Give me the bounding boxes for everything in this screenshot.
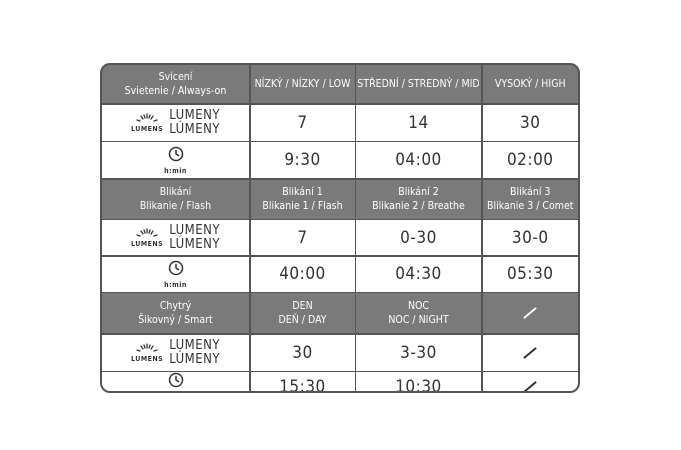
text-line: LUMENY [169,337,221,353]
mode-header [482,293,578,333]
runtime-value: 05:30 [482,256,578,292]
text-line: Svícení [158,71,193,83]
text-line: Blikání 1 [282,186,323,198]
text-line: Blikání 3 [510,186,551,198]
lumens-icon-label: LUMENS [130,354,164,363]
lumens-words: LUMENY LÚMENY [169,222,221,252]
text-line: DEŇ / DAY [278,314,327,326]
text-line: Blikanie 2 / Breathe [372,200,465,212]
text-line: Svietenie / Always-on [124,85,227,97]
lumens-value: 14 [356,104,481,141]
mode-header: Blikání 1 Blikanie 1 / Flash [250,179,355,219]
text-line: LÚMENY [169,121,221,137]
mode-header: Blikání 2 Blikanie 2 / Breathe [356,179,481,219]
lumens-label-cell: LUMENS LUMENY LÚMENY [102,104,249,141]
clock-icon [168,372,184,391]
text-line: LÚMENY [169,351,221,367]
mode-header: STŘEDNÍ / STREDNÝ / MID [356,65,481,103]
runtime-label-cell: h:min [102,256,249,292]
mode-group-header: Blikání Blikanie / Flash [102,179,249,219]
runtime-value: 15:30 [250,372,355,391]
text-line: LUMENY [169,222,221,238]
lumens-words: LUMENY LÚMENY [169,107,221,137]
lumens-value: 30 [250,334,355,371]
not-applicable-slash [523,307,538,319]
lumens-label-cell: LUMENS LUMENY LÚMENY [102,334,249,371]
mode-header: DEN DEŇ / DAY [250,293,355,333]
text-line: LUMENY [169,107,221,123]
text-line: Blikanie / Flash [139,200,212,212]
lumens-icon: LUMENS [130,342,164,363]
runtime-value: 02:00 [482,142,578,178]
time-unit-label: h:min [164,280,187,289]
text-line: DEN [292,300,313,312]
lumens-icon: LUMENS [130,112,164,133]
spec-table: Svícení Svietenie / Always-on NÍZKÝ / NÍZK… [100,63,580,393]
lumens-icon: LUMENS [130,227,164,248]
mode-header: Blikání 3 Blikanie 3 / Comet [482,179,578,219]
lumens-icon-label: LUMENS [130,239,164,248]
lumens-value: 0-30 [356,220,481,255]
runtime-value: 10:30 [356,372,481,391]
runtime-label-cell: h:min [102,372,249,391]
lumens-value: 7 [250,220,355,255]
runtime-value: 04:30 [356,256,481,292]
lumens-icon-label: LUMENS [130,124,164,133]
runtime-value: 40:00 [250,256,355,292]
lumens-words: LUMENY LÚMENY [169,337,221,367]
lumens-value [482,334,578,371]
runtime-value [482,372,578,391]
text-line: Blikanie 3 / Comet [486,200,574,212]
mode-group-header: Chytrý Šikovný / Smart [102,293,249,333]
text-line: Blikání [159,186,192,198]
lumens-value: 30-0 [482,220,578,255]
not-applicable-slash [523,380,538,391]
text-line: Chytrý [159,300,192,312]
text-line: NÍZKÝ / NÍZKY / LOW [254,78,351,90]
runtime-value: 9:30 [250,142,355,178]
clock-icon [168,260,184,281]
lumens-value: 7 [250,104,355,141]
text-line: LÚMENY [169,236,221,252]
text-line: STŘEDNÍ / STREDNÝ / MID [357,78,480,90]
lumens-value: 30 [482,104,578,141]
clock-icon [168,146,184,167]
mode-header: NOC NOC / NIGHT [356,293,481,333]
mode-group-header: Svícení Svietenie / Always-on [102,65,249,103]
text-line: Šikovný / Smart [138,314,213,326]
mode-header: NÍZKÝ / NÍZKY / LOW [250,65,355,103]
not-applicable-slash [523,346,538,359]
time-unit-label: h:min [164,166,187,175]
lumens-value: 3-30 [356,334,481,371]
text-line: Blikání 2 [398,186,439,198]
text-line: VYSOKÝ / HIGH [494,78,566,90]
text-line: Blikanie 1 / Flash [262,200,343,212]
runtime-value: 04:00 [356,142,481,178]
lumens-label-cell: LUMENS LUMENY LÚMENY [102,220,249,255]
mode-header: VYSOKÝ / HIGH [482,65,578,103]
runtime-label-cell: h:min [102,142,249,178]
text-line: NOC [407,300,430,312]
text-line: NOC / NIGHT [388,314,449,326]
